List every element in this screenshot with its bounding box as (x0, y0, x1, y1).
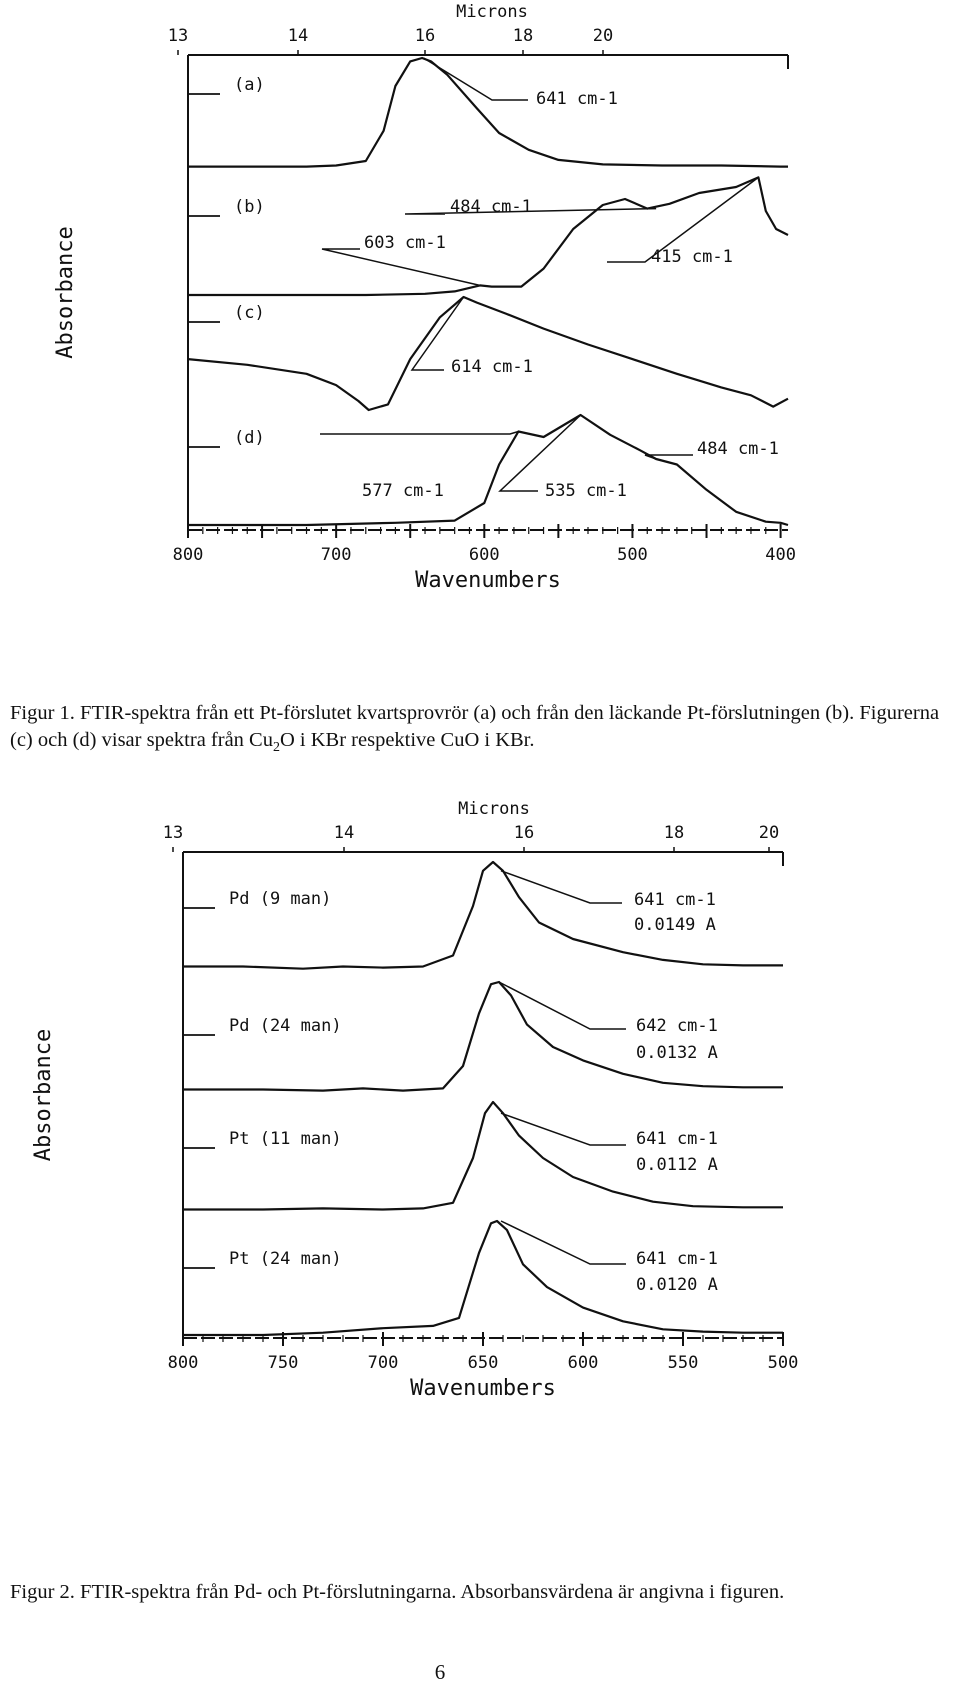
chart1-x-axis-label: Wavenumbers (415, 568, 561, 593)
figure-1-caption-text: Figur 1. FTIR-spektra från ett Pt-förslu… (10, 702, 940, 751)
chart1-annotation-leader (320, 430, 519, 435)
chart2-annotation-leader (500, 870, 622, 904)
chart2-series-1-label: Pd (9 man) (229, 889, 331, 909)
chart2-annotation-label: 641 cm-1 (634, 890, 716, 910)
chart1-annotation-label: 535 cm-1 (545, 481, 627, 501)
chart2-bottom-tick-label: 600 (568, 1353, 599, 1373)
chart1-top-tick-label: 16 (415, 26, 435, 46)
figure-2-caption: Figur 2. FTIR-spektra från Pd- och Pt-fö… (10, 1581, 785, 1603)
figure-1-caption-subscript: 2 (272, 740, 280, 756)
chart2-x-axis-label: Wavenumbers (410, 1376, 556, 1401)
chart1-bottom-tick-label: 700 (321, 545, 352, 565)
chart2-annotation-leader (500, 1220, 626, 1265)
chart2-top-tick-label: 13 (163, 823, 183, 843)
chart2-annotation-label: 641 cm-1 (636, 1249, 718, 1269)
chart2-top-tick-label: 20 (759, 823, 779, 843)
chart2-annotation-label: 641 cm-1 (636, 1129, 718, 1149)
chart1-annotation-label: 484 cm-1 (697, 439, 779, 459)
chart2-top-tick-label: 16 (514, 823, 534, 843)
chart2-bottom-tick-label: 750 (268, 1353, 299, 1373)
figure-1-caption-text-end: O i KBr respektive CuO i KBr. (279, 729, 535, 751)
page-number: 6 (434, 1660, 446, 1684)
chart2-top-tick-label: 14 (334, 823, 354, 843)
chart1-top-tick-label: 20 (593, 26, 613, 46)
chart1-top-tick-label: 13 (168, 26, 188, 46)
chart1-annotation-label: 577 cm-1 (362, 481, 444, 501)
chart1-annotation-leader (423, 57, 528, 101)
chart1-annotation-label: 484 cm-1 (450, 197, 532, 217)
chart1-series-2-label: (b) (234, 197, 265, 217)
chart1-microns-label: Microns (456, 2, 528, 22)
chart1-top-tick-label: 18 (513, 26, 533, 46)
chart2-series-2-line (183, 980, 783, 1092)
chart1-annotation-leader (321, 248, 481, 287)
chart2-bottom-tick-label: 700 (368, 1353, 399, 1373)
chart1-y-axis-label: Absorbance (53, 226, 78, 358)
figure-1-caption: Figur 1. FTIR-spektra från ett Pt-förslu… (10, 700, 960, 756)
chart1-bottom-tick-label: 400 (765, 545, 796, 565)
chart1-bottom-tick-label: 600 (469, 545, 500, 565)
figure-1-chart: Microns 13 14 16 18 20 800 700 600 500 400 Wavenumb… (53, 2, 796, 593)
chart1-annotation-leader (404, 207, 657, 215)
chart1-series-4-label: (d) (234, 428, 265, 448)
chart1-series-1-line (188, 56, 788, 168)
chart2-series-2-label: Pd (24 man) (229, 1016, 342, 1036)
chart2-annotation-label: 0.0132 A (636, 1043, 718, 1063)
chart2-top-tick-label: 18 (664, 823, 684, 843)
chart2-series-3-line (183, 1100, 783, 1211)
chart1-bottom-tick-label: 800 (173, 545, 204, 565)
chart2-series-4-line (183, 1219, 783, 1337)
chart1-annotation-label: 415 cm-1 (651, 247, 733, 267)
chart1-annotation-leader (498, 414, 582, 492)
chart1-series-3-line (187, 295, 789, 412)
chart2-series-4-label: Pt (24 man) (229, 1249, 342, 1269)
chart2-series-1-line (183, 860, 783, 970)
chart2-series-3-label: Pt (11 man) (229, 1129, 342, 1149)
chart2-annotation-label: 0.0149 A (634, 915, 716, 935)
chart2-bottom-tick-label: 500 (768, 1353, 799, 1373)
chart2-microns-label: Microns (458, 799, 530, 819)
chart1-series-1-label: (a) (234, 75, 265, 95)
chart2-annotation-leader (500, 1112, 626, 1146)
chart1-top-tick-label: 14 (288, 26, 308, 46)
chart1-annotation-label: 614 cm-1 (451, 357, 533, 377)
chart2-annotation-leader (498, 981, 626, 1030)
chart2-annotation-label: 642 cm-1 (636, 1016, 718, 1036)
chart2-bottom-tick-label: 550 (668, 1353, 699, 1373)
chart1-series-4-line (188, 413, 789, 527)
chart1-series-3-label: (c) (234, 303, 265, 323)
chart1-annotation-leader (644, 454, 693, 460)
chart2-bottom-tick-label: 800 (168, 1353, 199, 1373)
chart1-bottom-tick-label: 500 (617, 545, 648, 565)
chart2-bottom-tick-label: 650 (468, 1353, 499, 1373)
chart2-y-axis-label: Absorbance (31, 1029, 56, 1161)
chart1-annotation-label: 603 cm-1 (364, 233, 446, 253)
chart1-annotation-leader (607, 176, 759, 263)
chart1-annotation-label: 641 cm-1 (536, 89, 618, 109)
chart1-annotation-leader (410, 296, 465, 371)
chart1-series-2-line (188, 176, 789, 297)
chart2-annotation-label: 0.0112 A (636, 1155, 718, 1175)
chart2-annotation-label: 0.0120 A (636, 1275, 718, 1295)
